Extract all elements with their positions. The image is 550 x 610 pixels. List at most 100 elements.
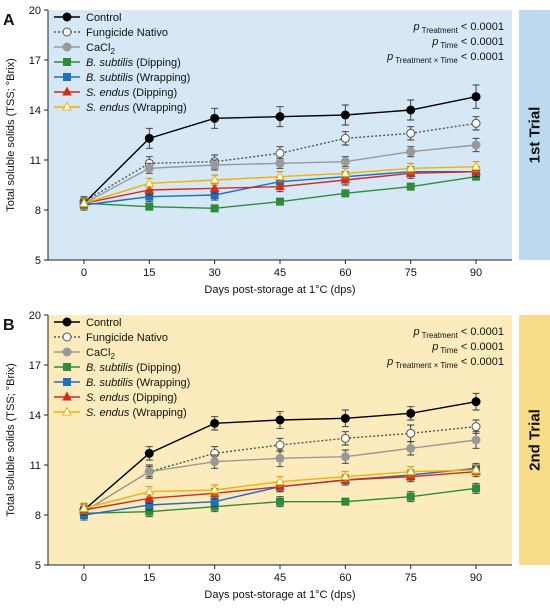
legend-entry: S. endus (Wrapping)	[54, 101, 187, 114]
legend-label: CaCl2	[86, 42, 115, 56]
data-point	[210, 113, 220, 123]
data-point	[340, 133, 350, 143]
data-point	[340, 157, 350, 167]
trial-band	[519, 10, 550, 260]
legend-marker	[62, 86, 72, 96]
legend-label-method: (Wrapping)	[129, 102, 186, 114]
data-point	[275, 453, 285, 463]
x-tick-label: 30	[209, 267, 221, 279]
legend-entry: B. subtilis (Wrapping)	[54, 377, 190, 389]
legend-label: B. subtilis (Wrapping)	[86, 72, 190, 84]
data-point	[144, 133, 154, 143]
legend-entry: Control	[54, 317, 121, 329]
x-tick-label: 60	[339, 572, 351, 584]
data-point	[209, 182, 220, 192]
legend-entry: B. subtilis (Dipping)	[54, 57, 181, 69]
data-point	[471, 435, 481, 445]
stat-value: < 0.0001	[458, 356, 504, 368]
data-point	[210, 457, 220, 467]
data-point	[79, 502, 89, 512]
y-tick-label: 5	[35, 255, 41, 267]
legend-label-method: (Dipping)	[133, 57, 181, 69]
legend-marker	[62, 12, 72, 22]
data-point	[340, 110, 350, 120]
stat-p: p	[413, 326, 420, 338]
x-axis-title: Days post-storage at 1°C (dps)	[204, 589, 355, 601]
x-tick-label: 15	[143, 267, 155, 279]
data-point	[79, 197, 89, 207]
data-point	[471, 397, 481, 407]
legend-entry: S. endus (Dipping)	[54, 86, 177, 99]
x-tick-label: 0	[81, 267, 87, 279]
stat-subscript: Time	[440, 41, 458, 50]
data-point	[340, 167, 351, 177]
trial-label: 1st Trial	[527, 107, 544, 164]
stat-line: p Time < 0.0001	[431, 341, 504, 355]
data-point	[471, 92, 481, 102]
data-point	[276, 497, 284, 506]
data-point	[406, 428, 416, 438]
legend-marker	[63, 73, 71, 81]
legend-entry: B. subtilis (Dipping)	[54, 362, 181, 374]
legend-subscript: 2	[110, 47, 115, 56]
legend-label: CaCl2	[86, 347, 115, 361]
legend-marker	[62, 347, 72, 357]
stat-p: p	[386, 356, 393, 368]
stat-value: < 0.0001	[458, 341, 504, 353]
legend-entry: Control	[54, 12, 121, 24]
legend-label-method: (Wrapping)	[133, 72, 190, 84]
legend-marker	[63, 378, 71, 386]
data-point	[275, 158, 285, 168]
data-point	[144, 448, 154, 458]
data-point	[144, 184, 155, 194]
x-tick-label: 45	[274, 572, 286, 584]
stat-subscript: Treatment × Time	[395, 361, 458, 370]
legend-label-species: S. endus	[86, 87, 130, 99]
stat-value: < 0.0001	[458, 51, 504, 63]
legend-label-species: B. subtilis	[86, 362, 134, 374]
data-point	[406, 408, 416, 418]
legend-marker	[62, 27, 72, 37]
data-point	[406, 492, 415, 501]
data-point	[144, 163, 154, 173]
legend-label-method: (Dipping)	[133, 362, 181, 374]
stat-value: < 0.0001	[458, 36, 504, 48]
stat-subscript: Treatment × Time	[395, 56, 458, 65]
stat-subscript: Treatment	[422, 26, 459, 35]
data-point	[145, 202, 154, 211]
panel-letter: B	[3, 317, 15, 334]
data-point	[275, 415, 285, 425]
series-group	[79, 464, 481, 514]
stat-value: < 0.0001	[458, 21, 504, 33]
data-point	[472, 484, 481, 493]
data-point	[406, 147, 416, 157]
legend-entry: CaCl2	[54, 42, 115, 56]
data-point	[144, 492, 155, 502]
data-point	[406, 443, 416, 453]
legend-marker	[63, 58, 71, 66]
data-point	[275, 476, 285, 486]
legend-marker	[63, 363, 71, 371]
x-tick-label: 45	[274, 267, 286, 279]
chart-panel-a: 1st Trial 5 8 11 14 17 20 0 15 30 45 60 75 90 Days pos…	[3, 5, 550, 296]
y-tick-label: 8	[35, 510, 41, 522]
legend-marker	[62, 391, 72, 401]
legend-marker	[62, 332, 72, 342]
panel-letter: A	[3, 12, 15, 29]
legend-label: B. subtilis (Dipping)	[86, 362, 181, 374]
trial-band	[519, 315, 550, 565]
data-point	[406, 128, 416, 138]
legend-label: B. subtilis (Dipping)	[86, 57, 181, 69]
legend-entry: B. subtilis (Wrapping)	[54, 72, 190, 84]
y-tick-label: 5	[35, 560, 41, 572]
y-tick-label: 8	[35, 205, 41, 217]
data-point	[210, 418, 220, 428]
legend-label: S. endus (Dipping)	[86, 87, 177, 99]
data-point	[471, 140, 481, 150]
data-point	[144, 467, 154, 477]
legend-label: S. endus (Wrapping)	[86, 102, 187, 114]
legend-label-species: S. endus	[86, 392, 130, 404]
data-point	[340, 471, 351, 481]
legend-label-method: (Wrapping)	[133, 377, 190, 389]
